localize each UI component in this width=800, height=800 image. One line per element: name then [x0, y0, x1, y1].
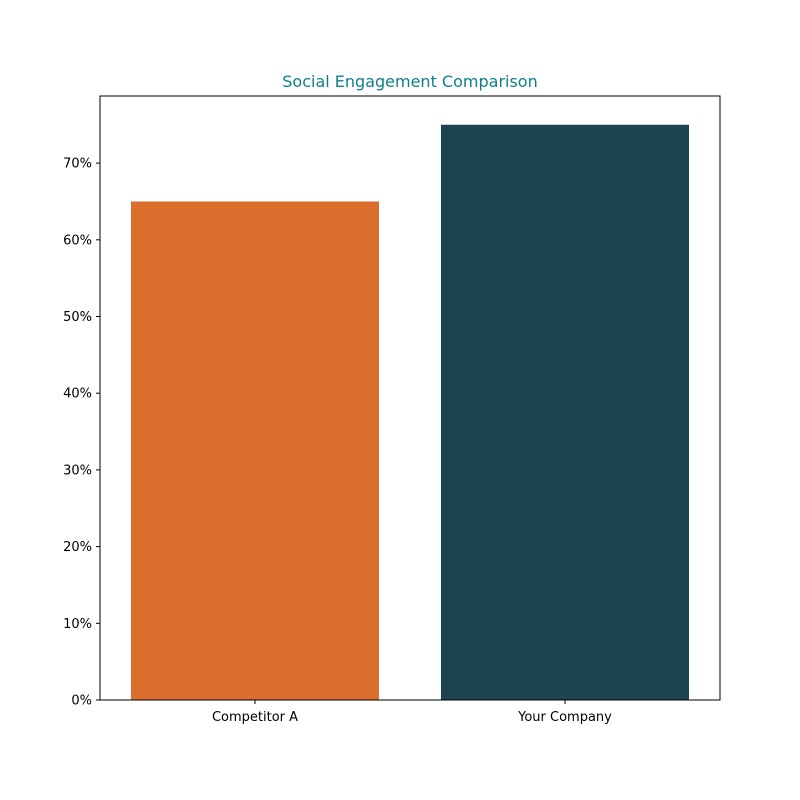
bar-competitor-a — [131, 201, 379, 700]
chart-title: Social Engagement Comparison — [282, 72, 537, 91]
x-axis: Competitor A Your Company — [212, 700, 612, 725]
y-tick-label: 60% — [63, 233, 92, 248]
y-tick-label: 40% — [63, 387, 92, 402]
y-tick-label: 70% — [63, 157, 92, 172]
y-axis: 0% 10% 20% 30% 40% 50% 60% 70% — [63, 157, 100, 709]
bars-group — [131, 124, 689, 700]
y-tick-label: 30% — [63, 463, 92, 478]
bar-your-company — [441, 124, 689, 700]
y-tick-label: 10% — [63, 617, 92, 632]
y-tick-label: 20% — [63, 540, 92, 555]
x-tick-label: Competitor A — [212, 710, 298, 725]
x-tick-label: Your Company — [517, 710, 612, 725]
plot-frame — [99, 95, 721, 701]
y-tick-label: 50% — [63, 310, 92, 325]
y-tick-label: 0% — [71, 694, 92, 709]
